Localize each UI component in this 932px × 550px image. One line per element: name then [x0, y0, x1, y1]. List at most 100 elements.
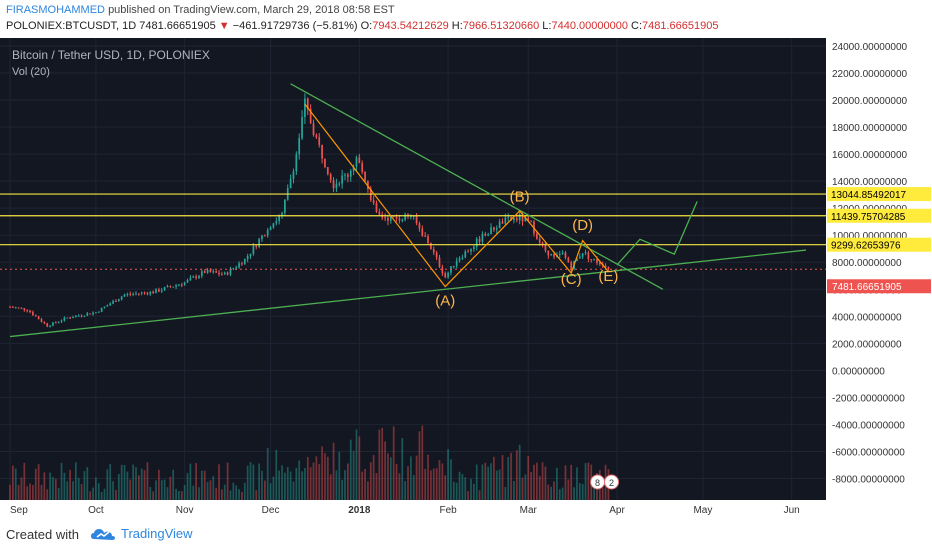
candle-body	[106, 305, 109, 307]
volume-bar	[355, 429, 358, 500]
volume-bar	[344, 470, 346, 500]
candle-body	[550, 254, 553, 256]
volume-bar	[249, 462, 252, 500]
ohlc-line: POLONIEX:BTCUSDT, 1D 7481.66651905 ▼ −46…	[6, 20, 718, 32]
candle-body	[435, 252, 438, 258]
candle-body	[392, 216, 395, 218]
candle-body	[498, 221, 501, 229]
candle-body	[335, 183, 338, 189]
candle-body	[275, 221, 278, 224]
volume-bar	[37, 464, 40, 500]
candle-body	[180, 284, 183, 286]
volume-bar	[452, 481, 455, 500]
volume-bar	[137, 475, 140, 500]
candle-body	[243, 258, 246, 265]
candle-body	[372, 200, 375, 204]
volume-bar	[63, 472, 66, 500]
volume-bar	[14, 468, 17, 500]
y-tick-label: 22000.00000000	[832, 69, 908, 80]
candle-body	[418, 223, 421, 229]
volume-bar	[295, 467, 298, 500]
candle-body	[292, 171, 295, 179]
volume-bar	[155, 480, 157, 500]
volume-bar	[152, 491, 155, 500]
volume-bar	[74, 462, 77, 500]
candle-body	[72, 317, 74, 319]
candle-body	[324, 158, 326, 168]
candle-body	[195, 276, 197, 279]
candle-body	[455, 260, 458, 266]
author-link[interactable]: FIRASMOHAMMED	[6, 4, 105, 16]
volume-bar	[103, 488, 106, 500]
volume-bar	[146, 462, 149, 500]
volume-bar	[215, 487, 218, 500]
candle-body	[60, 320, 63, 322]
volume-bar	[235, 485, 238, 500]
volume-bar	[341, 479, 344, 500]
volume-bar	[521, 477, 524, 500]
volume-bar	[581, 483, 584, 500]
price-chart[interactable]: 24000.0000000022000.0000000020000.000000…	[0, 38, 932, 520]
candle-body	[23, 308, 26, 311]
level-price-label: 11439.75704285	[831, 212, 906, 223]
candle-body	[269, 227, 272, 231]
candle-body	[464, 251, 467, 258]
candle-body	[304, 98, 306, 118]
volume-bar	[229, 490, 232, 500]
tradingview-brand-link[interactable]: TradingView	[121, 526, 193, 541]
candle-body	[152, 291, 155, 294]
volume-bar	[97, 483, 100, 500]
candle-body	[349, 170, 352, 177]
volume-bar	[504, 486, 507, 500]
candle-body	[12, 306, 14, 308]
y-tick-label: 8000.00000000	[832, 258, 902, 269]
candle-body	[593, 259, 595, 261]
candle-body	[112, 300, 114, 304]
volume-bar	[495, 470, 498, 500]
volume-bar	[301, 471, 303, 500]
volume-bar	[381, 427, 384, 500]
low-label: L:	[542, 20, 552, 32]
volume-bar	[192, 485, 195, 500]
y-tick-label: 20000.00000000	[832, 96, 908, 107]
last-price-label: 7481.66651905	[832, 282, 902, 293]
volume-bar	[263, 480, 266, 500]
volume-bar	[160, 480, 163, 500]
volume-bar	[284, 472, 286, 500]
volume-bar	[241, 491, 243, 500]
candle-body	[326, 167, 329, 175]
candle-body	[432, 249, 435, 253]
x-tick-label: May	[693, 505, 712, 516]
volume-bar	[306, 457, 309, 500]
volume-bar	[126, 471, 129, 500]
volume-bar	[361, 471, 364, 500]
candle-body	[26, 310, 29, 312]
volume-bar	[487, 466, 490, 500]
volume-bar	[587, 462, 590, 500]
wave-label: (C)	[561, 271, 582, 288]
chart-header: FIRASMOHAMMED published on TradingView.c…	[0, 0, 932, 38]
volume-bar	[378, 429, 381, 500]
candle-body	[367, 180, 369, 190]
volume-bar	[52, 477, 54, 500]
ideas-marker[interactable]	[604, 474, 620, 490]
candle-body	[117, 299, 120, 302]
last-price-badge	[827, 279, 931, 294]
candle-body	[289, 178, 292, 189]
volume-bar	[478, 490, 481, 500]
candle-body	[203, 271, 206, 273]
y-tick-label: 14000.00000000	[832, 177, 908, 188]
candle-body	[49, 325, 51, 327]
y-tick-label: -8000.00000000	[832, 474, 905, 485]
candle-body	[581, 253, 584, 257]
candle-body	[487, 234, 490, 236]
candle-body	[458, 258, 461, 261]
candle-body	[160, 290, 163, 292]
candle-body	[384, 217, 386, 219]
candle-body	[598, 262, 601, 264]
volume-bar	[60, 462, 63, 500]
volume-bar	[430, 470, 432, 500]
volume-bar	[432, 468, 435, 500]
volume-bar	[421, 425, 424, 500]
volume-bar	[349, 439, 352, 500]
